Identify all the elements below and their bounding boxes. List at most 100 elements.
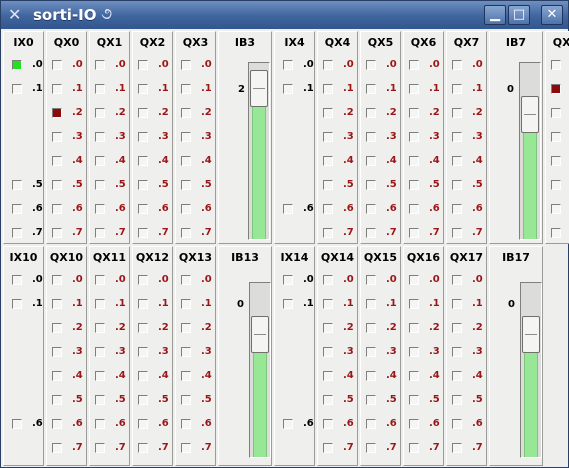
output-bit-qx6[interactable]: .3 [409,131,440,143]
bit-checkbox[interactable] [138,132,148,142]
bit-checkbox[interactable] [95,108,105,118]
bit-checkbox[interactable] [52,84,62,94]
bit-checkbox[interactable] [181,299,191,309]
bit-checkbox[interactable] [409,299,419,309]
output-bit-qx3[interactable]: .6 [181,203,212,215]
output-bit-qx15[interactable]: .2 [366,322,397,334]
output-bit-qx10[interactable]: .5 [52,394,83,406]
output-bit-qx3[interactable]: .3 [181,131,212,143]
output-bit-qx16[interactable]: .7 [409,442,440,454]
title-bar[interactable]: ✕ sorti-IO ૭ ▁ □ ✕ [1,1,568,29]
bit-checkbox[interactable] [366,228,376,238]
output-bit-qx1[interactable]: .7 [95,227,126,239]
output-bit-qx5[interactable]: .0 [366,59,397,71]
bit-checkbox[interactable] [95,156,105,166]
bit-checkbox[interactable] [366,132,376,142]
maximize-button[interactable]: □ [508,5,530,25]
output-bit-qx10[interactable]: .0 [52,274,83,286]
output-bit-qx13[interactable]: .6 [181,418,212,430]
output-bit-qx10[interactable]: .3 [52,346,83,358]
input-bit-ix14[interactable]: .1 [283,298,314,310]
bit-checkbox[interactable] [366,108,376,118]
bit-checkbox[interactable] [138,84,148,94]
output-bit-qx2[interactable]: .4 [138,155,169,167]
output-bit-qx1[interactable]: .5 [95,179,126,191]
bit-checkbox[interactable] [181,60,191,70]
bit-checkbox[interactable] [366,371,376,381]
bit-checkbox[interactable] [323,156,333,166]
output-bit-qx4[interactable]: .0 [323,59,354,71]
bit-checkbox[interactable] [95,180,105,190]
slider-thumb[interactable] [251,316,269,353]
output-bit-qx17[interactable]: .2 [452,322,483,334]
output-bit-qx11[interactable]: .3 [95,346,126,358]
output-bit-qx0[interactable]: .1 [52,83,83,95]
output-bit-qx15[interactable]: .1 [366,298,397,310]
bit-checkbox[interactable] [452,204,462,214]
input-bit-ix10[interactable]: .0 [12,274,43,286]
close-button[interactable]: ✕ [541,5,563,25]
bit-checkbox[interactable] [138,108,148,118]
output-bit-qx15[interactable]: .6 [366,418,397,430]
bit-checkbox[interactable] [181,228,191,238]
output-bit-qx5[interactable]: .1 [366,83,397,95]
output-bit-qx14[interactable]: .6 [323,418,354,430]
output-bit-qx16[interactable]: .3 [409,346,440,358]
bit-checkbox[interactable] [452,228,462,238]
output-bit-qx16[interactable]: .2 [409,322,440,334]
output-bit-qx15[interactable]: .0 [366,274,397,286]
bit-checkbox[interactable] [409,156,419,166]
output-bit-qx13[interactable]: .3 [181,346,212,358]
bit-checkbox[interactable] [181,395,191,405]
bit-checkbox[interactable] [52,347,62,357]
output-bit-qx4[interactable]: .1 [323,83,354,95]
output-bit-qx2[interactable]: .7 [138,227,169,239]
output-bit-qx11[interactable]: .0 [95,274,126,286]
output-bit-qx3[interactable]: .0 [181,59,212,71]
bit-checkbox[interactable] [138,395,148,405]
bit-checkbox[interactable] [366,204,376,214]
bit-checkbox[interactable] [95,60,105,70]
output-bit-qx2[interactable]: .2 [138,107,169,119]
output-bit-qx8[interactable]: .2 [551,107,569,119]
bit-checkbox[interactable] [452,395,462,405]
output-bit-qx0[interactable]: .6 [52,203,83,215]
output-bit-qx11[interactable]: .4 [95,370,126,382]
bit-checkbox[interactable] [409,323,419,333]
bit-checkbox[interactable] [323,228,333,238]
output-bit-qx7[interactable]: .4 [452,155,483,167]
bit-checkbox[interactable] [283,275,293,285]
bit-checkbox[interactable] [95,132,105,142]
bit-checkbox[interactable] [452,132,462,142]
output-bit-qx0[interactable]: .5 [52,179,83,191]
bit-checkbox[interactable] [366,419,376,429]
bit-checkbox[interactable] [409,60,419,70]
output-bit-qx12[interactable]: .7 [138,442,169,454]
bit-checkbox[interactable] [323,275,333,285]
bit-checkbox[interactable] [452,108,462,118]
output-bit-qx1[interactable]: .6 [95,203,126,215]
output-bit-qx6[interactable]: .7 [409,227,440,239]
bit-checkbox[interactable] [452,347,462,357]
bit-checkbox[interactable] [138,228,148,238]
output-bit-qx3[interactable]: .5 [181,179,212,191]
output-bit-qx16[interactable]: .4 [409,370,440,382]
bit-checkbox[interactable] [283,204,293,214]
input-bit-ix10[interactable]: .1 [12,298,43,310]
bit-checkbox[interactable] [409,228,419,238]
bit-checkbox[interactable] [181,275,191,285]
bit-checkbox[interactable] [181,132,191,142]
bit-checkbox[interactable] [366,443,376,453]
bit-checkbox[interactable] [366,299,376,309]
bit-checkbox[interactable] [452,180,462,190]
bit-checkbox[interactable] [181,371,191,381]
output-bit-qx5[interactable]: .4 [366,155,397,167]
input-bit-ix0[interactable]: .7 [12,227,43,239]
output-bit-qx17[interactable]: .7 [452,442,483,454]
bit-checkbox[interactable] [95,419,105,429]
slider-thumb[interactable] [521,96,539,133]
bit-checkbox[interactable] [52,395,62,405]
bit-checkbox[interactable] [181,84,191,94]
output-bit-qx10[interactable]: .2 [52,322,83,334]
output-bit-qx5[interactable]: .7 [366,227,397,239]
